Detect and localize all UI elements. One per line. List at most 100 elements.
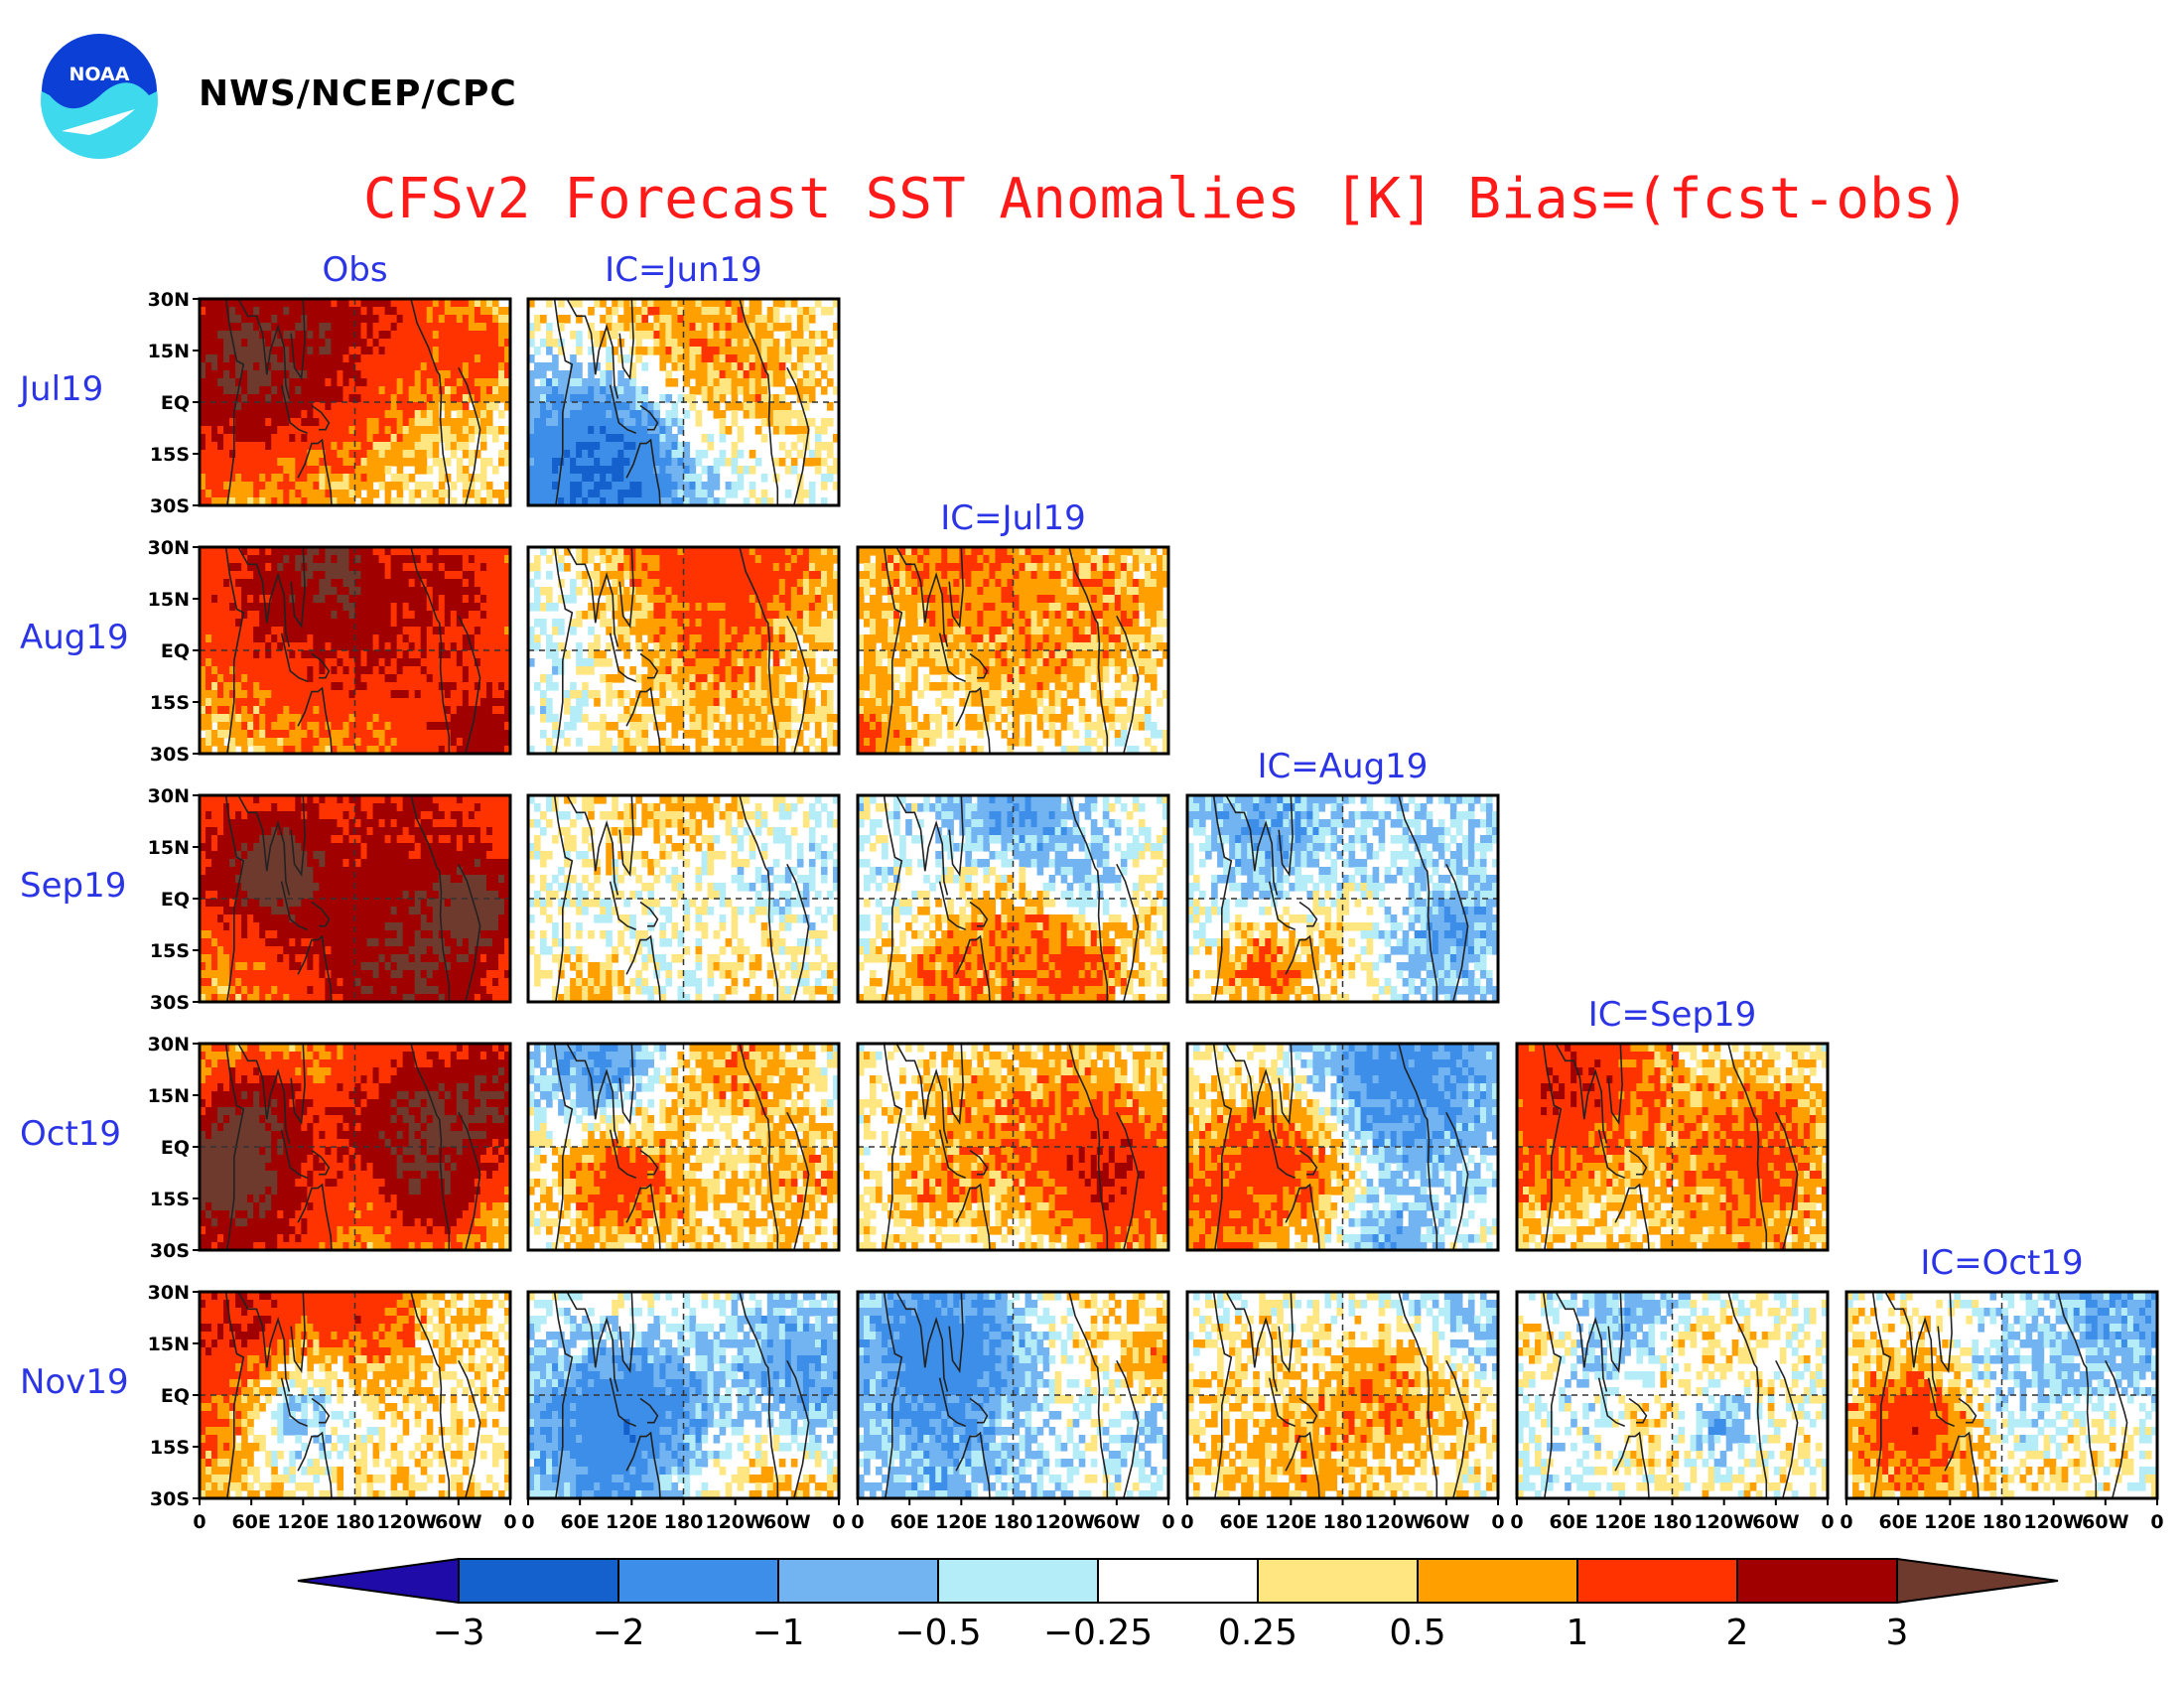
- anomaly-cell: [265, 738, 272, 747]
- anomaly-cell: [432, 378, 440, 387]
- anomaly-cell: [479, 714, 487, 723]
- anomaly-cell: [211, 658, 218, 667]
- anomaly-cell: [659, 666, 667, 675]
- anomaly-cell: [366, 627, 374, 635]
- anomaly-cell: [342, 746, 350, 754]
- anomaly-cell: [754, 323, 762, 332]
- anomaly-cell: [342, 619, 350, 628]
- anomaly-cell: [826, 706, 834, 715]
- anomaly-cell: [241, 442, 248, 451]
- anomaly-cell: [200, 402, 206, 411]
- anomaly-cell: [313, 394, 320, 403]
- anomaly-cell: [235, 627, 242, 635]
- anomaly-cell: [408, 682, 416, 691]
- anomaly-cell: [864, 587, 871, 596]
- anomaly-cell: [623, 354, 630, 363]
- anomaly-cell: [217, 442, 224, 451]
- anomaly-cell: [653, 642, 661, 651]
- anomaly-cell: [754, 611, 762, 620]
- anomaly-cell: [695, 714, 703, 723]
- anomaly-cell: [360, 323, 368, 332]
- anomaly-cell: [796, 497, 804, 505]
- anomaly-cell: [366, 450, 374, 459]
- anomaly-cell: [820, 370, 828, 379]
- anomaly-cell: [378, 410, 386, 419]
- anomaly-cell: [528, 450, 535, 459]
- anomaly-cell: [366, 362, 374, 371]
- anomaly-cell: [384, 706, 392, 715]
- anomaly-cell: [479, 658, 487, 667]
- anomaly-cell: [814, 547, 822, 556]
- anomaly-cell: [283, 331, 290, 340]
- anomaly-cell: [612, 603, 618, 612]
- anomaly-cell: [200, 347, 206, 355]
- anomaly-cell: [462, 354, 470, 363]
- anomaly-cell: [760, 746, 768, 754]
- anomaly-cell: [200, 547, 206, 556]
- anomaly-cell: [408, 603, 416, 612]
- anomaly-cell: [659, 354, 667, 363]
- anomaly-cell: [485, 482, 493, 491]
- anomaly-cell: [348, 642, 356, 651]
- anomaly-cell: [390, 418, 398, 427]
- anomaly-cell: [223, 666, 230, 675]
- anomaly-cell: [468, 490, 476, 498]
- anomaly-cell: [629, 418, 636, 427]
- anomaly-cell: [534, 347, 541, 355]
- anomaly-cell: [653, 458, 661, 467]
- anomaly-cell: [552, 746, 559, 754]
- anomaly-cell: [671, 362, 679, 371]
- anomaly-cell: [283, 595, 290, 604]
- anomaly-cell: [749, 362, 756, 371]
- anomaly-cell: [396, 362, 404, 371]
- anomaly-cell: [683, 619, 691, 628]
- anomaly-cell: [265, 339, 272, 348]
- anomaly-cell: [307, 490, 314, 498]
- anomaly-cell: [450, 331, 458, 340]
- anomaly-cell: [396, 627, 404, 635]
- anomaly-cell: [474, 370, 481, 379]
- anomaly-cell: [731, 627, 739, 635]
- anomaly-cell: [737, 627, 745, 635]
- anomaly-cell: [588, 666, 595, 675]
- anomaly-cell: [205, 315, 212, 324]
- anomaly-cell: [802, 706, 810, 715]
- anomaly-cell: [665, 714, 673, 723]
- anomaly-cell: [223, 682, 230, 691]
- anomaly-cell: [641, 497, 648, 505]
- anomaly-cell: [743, 323, 751, 332]
- anomaly-cell: [647, 563, 655, 572]
- anomaly-cell: [479, 466, 487, 475]
- anomaly-cell: [552, 378, 559, 387]
- anomaly-cell: [707, 571, 715, 580]
- anomaly-cell: [983, 555, 991, 564]
- anomaly-cell: [468, 579, 476, 588]
- anomaly-cell: [760, 563, 768, 572]
- anomaly-cell: [701, 682, 709, 691]
- anomaly-cell: [259, 627, 266, 635]
- anomaly-cell: [635, 634, 642, 643]
- anomaly-cell: [623, 738, 630, 747]
- anomaly-cell: [576, 370, 583, 379]
- anomaly-cell: [247, 331, 254, 340]
- anomaly-cell: [253, 722, 260, 731]
- anomaly-cell: [438, 746, 446, 754]
- anomaly-cell: [426, 442, 434, 451]
- anomaly-cell: [802, 315, 810, 324]
- anomaly-cell: [384, 627, 392, 635]
- anomaly-cell: [271, 555, 278, 564]
- anomaly-cell: [737, 658, 745, 667]
- anomaly-cell: [647, 579, 655, 588]
- anomaly-cell: [283, 706, 290, 715]
- anomaly-cell: [354, 746, 362, 754]
- anomaly-cell: [241, 642, 248, 651]
- anomaly-cell: [635, 394, 642, 403]
- anomaly-cell: [390, 587, 398, 596]
- anomaly-cell: [719, 579, 727, 588]
- anomaly-cell: [265, 650, 272, 659]
- anomaly-cell: [528, 482, 535, 491]
- anomaly-cell: [796, 650, 804, 659]
- anomaly-cell: [796, 490, 804, 498]
- anomaly-cell: [766, 730, 774, 739]
- anomaly-cell: [200, 450, 206, 459]
